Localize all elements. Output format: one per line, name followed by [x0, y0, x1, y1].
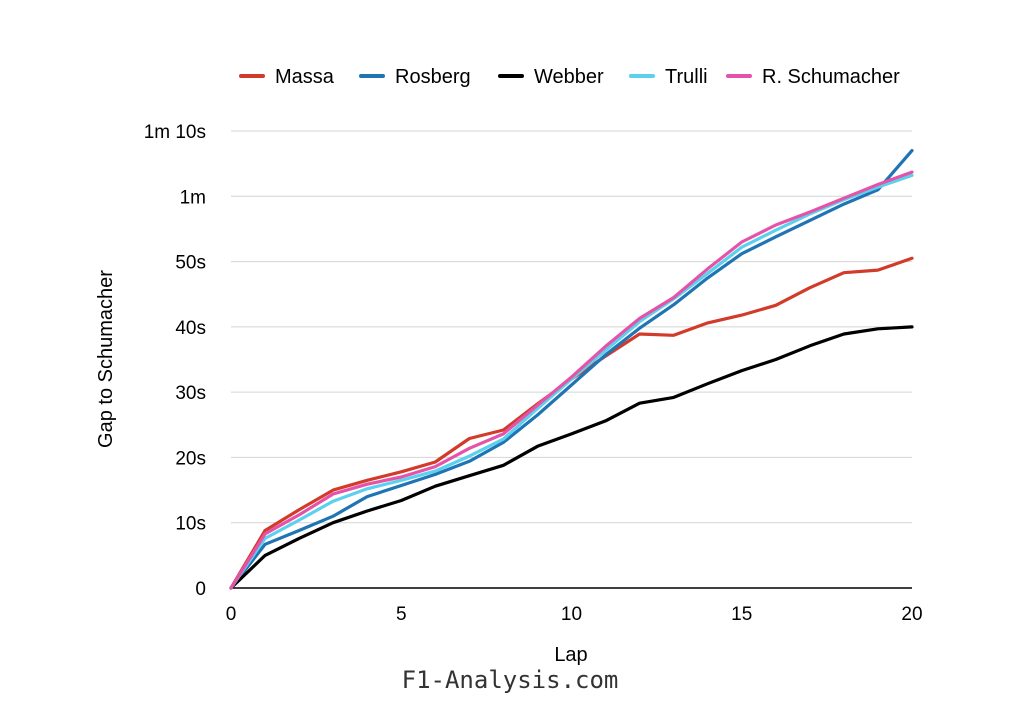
legend-label-rosberg: Rosberg — [395, 66, 471, 88]
series-lines — [229, 149, 914, 590]
x-tick-label: 0 — [226, 604, 237, 625]
series-line-massa — [229, 256, 914, 590]
y-tick-label: 40s — [175, 318, 206, 339]
x-tick-label: 15 — [731, 604, 752, 625]
legend-label-trulli: Trulli — [665, 66, 708, 88]
x-axis-ticks: 0 5 10 15 20 — [226, 604, 923, 625]
y-axis-title: Gap to Schumacher — [95, 270, 117, 448]
y-tick-label: 1m — [180, 187, 206, 208]
y-tick-label: 20s — [175, 448, 206, 469]
legend: Massa Rosberg Webber Trulli R. Schumacher — [239, 66, 900, 88]
gridlines — [231, 130, 912, 524]
series-line-rosberg — [229, 149, 914, 590]
x-tick-label: 10 — [561, 604, 582, 625]
x-tick-label: 20 — [901, 604, 922, 625]
watermark-text: F1-Analysis.com — [402, 666, 619, 694]
legend-label-massa: Massa — [275, 66, 335, 88]
legend-label-r-schumacher: R. Schumacher — [762, 66, 900, 88]
series-line-webber — [229, 325, 914, 590]
x-axis-title: Lap — [554, 644, 587, 666]
series-line-trulli — [229, 173, 914, 590]
series-line-r-schumacher — [229, 170, 914, 590]
x-tick-label: 5 — [396, 604, 407, 625]
y-tick-label: 50s — [175, 253, 206, 274]
y-tick-label: 10s — [175, 514, 206, 535]
y-tick-label: 0 — [195, 579, 206, 600]
y-tick-label: 1m 10s — [144, 122, 206, 143]
legend-label-webber: Webber — [534, 66, 604, 88]
y-axis-ticks: 0 10s 20s 30s 40s 50s 1m 1m 10s — [144, 122, 206, 600]
y-tick-label: 30s — [175, 383, 206, 404]
